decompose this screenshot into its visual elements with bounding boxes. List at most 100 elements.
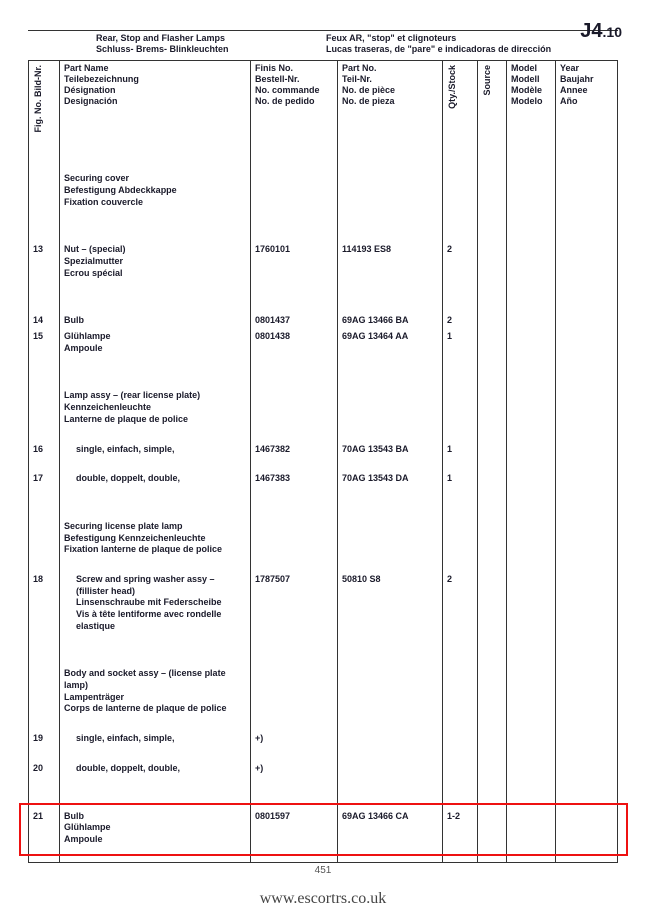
watermark: www.escortrs.co.uk <box>28 890 618 908</box>
source <box>478 242 507 281</box>
finis-no: 0801437 <box>251 313 338 329</box>
part-no <box>338 761 443 777</box>
part-name: GlühlampeAmpoule <box>60 329 251 356</box>
part-name: single, einfach, simple, <box>60 731 251 747</box>
model <box>507 471 556 487</box>
footer-page-number: 451 <box>28 865 618 876</box>
spacer-row <box>29 747 618 761</box>
qty <box>443 761 478 777</box>
source <box>478 471 507 487</box>
group-line: Securing cover <box>64 173 246 185</box>
part-name: Bulb <box>60 313 251 329</box>
part-name-line: single, einfach, simple, <box>64 444 246 456</box>
group-line: Body and socket assy – (license plate la… <box>64 668 246 691</box>
part-name-line: single, einfach, simple, <box>64 733 246 745</box>
fig-no: 19 <box>29 731 60 747</box>
year <box>556 242 618 281</box>
table-body: Securing coverBefestigung AbdeckkappeFix… <box>29 139 618 862</box>
qty: 1 <box>443 329 478 356</box>
part-name: double, doppelt, double, <box>60 761 251 777</box>
table-row: 14Bulb080143769AG 13466 BA2 <box>29 313 618 329</box>
parts-table: Fig. No. Bild-Nr. Part Name Teilebezeich… <box>28 60 618 863</box>
fig-no: 20 <box>29 761 60 777</box>
group-line: Fixation couvercle <box>64 197 246 209</box>
table-row: 18Screw and spring washer assy – (fillis… <box>29 572 618 634</box>
col-partno: Part No. Teil-Nr. No. de pièce No. de pi… <box>338 60 443 139</box>
part-name-line: Nut – (special) <box>64 244 246 256</box>
group-line: Lampenträger <box>64 692 246 704</box>
part-name-line: Screw and spring washer assy – <box>64 574 246 586</box>
part-name-line: elastique <box>64 621 246 633</box>
qty: 1 <box>443 442 478 458</box>
col-model: Model Modell Modèle Modelo <box>507 60 556 139</box>
model <box>507 329 556 356</box>
spacer-row <box>29 356 618 388</box>
page-container: J4.10 Rear, Stop and Flasher Lamps Schlu… <box>0 0 646 918</box>
fig-no: 13 <box>29 242 60 281</box>
part-name-line: Ecrou spécial <box>64 268 246 280</box>
spacer-row <box>29 487 618 519</box>
qty: 2 <box>443 572 478 634</box>
part-name-line: Spezialmutter <box>64 256 246 268</box>
part-no: 70AG 13543 BA <box>338 442 443 458</box>
page-code-sub: .10 <box>603 24 622 40</box>
fig-no: 14 <box>29 313 60 329</box>
spacer-row <box>29 457 618 471</box>
source <box>478 442 507 458</box>
finis-no: 1467382 <box>251 442 338 458</box>
part-name-line: Glühlampe <box>64 331 246 343</box>
col-fig: Fig. No. Bild-Nr. <box>29 60 60 139</box>
col-finis: Finis No. Bestell-Nr. No. commande No. d… <box>251 60 338 139</box>
col-finis-label: Finis No. Bestell-Nr. No. commande No. d… <box>255 63 320 107</box>
source <box>478 731 507 747</box>
model <box>507 442 556 458</box>
top-rule <box>28 30 618 31</box>
model <box>507 731 556 747</box>
group-line: Kennzeichenleuchte <box>64 402 246 414</box>
finis-no: +) <box>251 761 338 777</box>
header-right: Feux AR, "stop" et clignoteurs Lucas tra… <box>326 33 618 56</box>
part-name-line: double, doppelt, double, <box>64 473 246 485</box>
part-name-line: Bulb <box>64 315 246 327</box>
fig-no: 16 <box>29 442 60 458</box>
spacer-row <box>29 210 618 242</box>
model <box>507 242 556 281</box>
finis-no: +) <box>251 731 338 747</box>
spacer-row <box>29 717 618 731</box>
source <box>478 329 507 356</box>
table-row: 16 single, einfach, simple, 146738270AG 13… <box>29 442 618 458</box>
table-row: 17double, doppelt, double,146738370AG 13… <box>29 471 618 487</box>
group-row: Lamp assy – (rear license plate)Kennzeic… <box>29 388 618 427</box>
model <box>507 313 556 329</box>
col-year: Year Baujahr Annee Año <box>556 60 618 139</box>
table-row: 15GlühlampeAmpoule080143869AG 13464 AA1 <box>29 329 618 356</box>
col-qty: Qty./Stock <box>443 60 478 139</box>
group-row: Body and socket assy – (license plate la… <box>29 666 618 717</box>
group-line: Corps de lanterne de plaque de police <box>64 703 246 715</box>
part-no: 69AG 13466 BA <box>338 313 443 329</box>
part-name-line: (fillister head) <box>64 586 246 598</box>
part-name: Screw and spring washer assy – (filliste… <box>60 572 251 634</box>
part-name: Nut – (special)SpezialmutterEcrou spécia… <box>60 242 251 281</box>
header-right-line1: Feux AR, "stop" et clignoteurs <box>326 33 618 44</box>
year <box>556 442 618 458</box>
group-line: Befestigung Abdeckkappe <box>64 185 246 197</box>
model <box>507 572 556 634</box>
table-row: 20 double, doppelt, double, +) <box>29 761 618 777</box>
finis-no: 1467383 <box>251 471 338 487</box>
finis-no: 0801438 <box>251 329 338 356</box>
header-left-line1: Rear, Stop and Flasher Lamps <box>96 33 326 44</box>
col-source-label: Source <box>482 63 493 98</box>
col-name: Part Name Teilebezeichnung Désignation D… <box>60 60 251 139</box>
table-row: 13Nut – (special)SpezialmutterEcrou spéc… <box>29 242 618 281</box>
page-code: J4.10 <box>580 20 622 43</box>
source <box>478 572 507 634</box>
part-name-line: double, doppelt, double, <box>64 763 246 775</box>
group-line: Lamp assy – (rear license plate) <box>64 390 246 402</box>
table-head: Fig. No. Bild-Nr. Part Name Teilebezeich… <box>29 60 618 139</box>
part-no <box>338 731 443 747</box>
group-line: Lanterne de plaque de police <box>64 414 246 426</box>
model <box>507 761 556 777</box>
col-model-label: Model Modell Modèle Modelo <box>511 63 543 107</box>
fig-no: 17 <box>29 471 60 487</box>
